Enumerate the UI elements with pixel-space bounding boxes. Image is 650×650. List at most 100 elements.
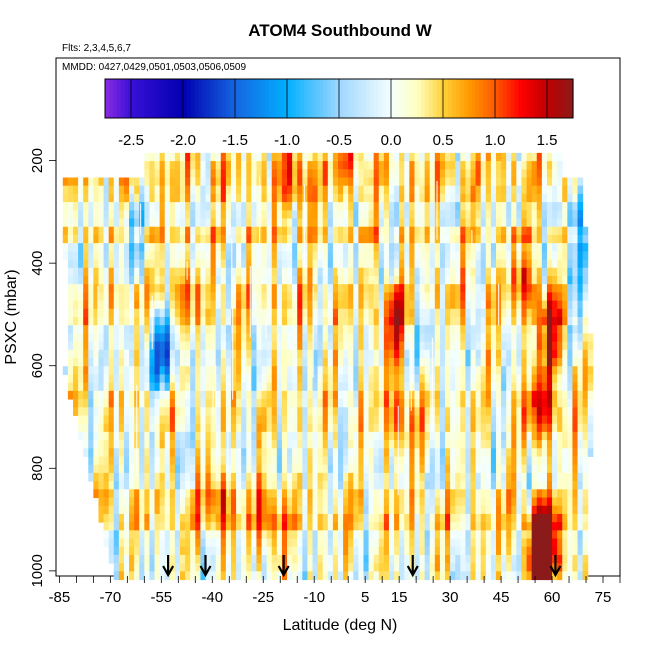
heat-cell	[562, 234, 568, 244]
heat-cell	[297, 481, 303, 490]
heat-cell	[164, 440, 171, 449]
heat-cell	[562, 415, 568, 425]
heat-cell	[118, 358, 125, 367]
heat-cell	[134, 505, 140, 515]
heat-cell	[485, 251, 492, 261]
heat-cell	[185, 431, 191, 441]
heat-cell	[348, 202, 354, 211]
heat-cell	[368, 407, 375, 416]
heat-cell	[521, 554, 528, 564]
heat-cell	[266, 423, 273, 433]
heat-cell	[399, 177, 405, 187]
heat-cell	[424, 431, 431, 441]
heat-cell	[455, 513, 461, 523]
heat-cell	[139, 275, 145, 285]
heat-cell	[526, 333, 533, 343]
heat-cell	[256, 431, 263, 441]
heat-cell	[108, 415, 115, 425]
heat-cell	[501, 538, 507, 548]
heat-cell	[378, 234, 385, 244]
heat-cell	[256, 464, 263, 474]
heat-cell	[404, 325, 410, 334]
heat-cell	[149, 431, 156, 441]
heat-cell	[174, 325, 181, 334]
heat-cell	[419, 169, 426, 178]
heat-cell	[450, 161, 456, 170]
heat-cell	[445, 554, 451, 564]
heat-cell	[348, 333, 354, 343]
heat-cell	[363, 358, 370, 367]
heat-cell	[501, 358, 507, 367]
heat-cell	[404, 489, 410, 499]
heat-cell	[236, 546, 242, 556]
heat-cell	[225, 563, 232, 572]
heat-cell	[567, 325, 573, 334]
heat-cell	[123, 538, 130, 548]
heat-cell	[154, 489, 161, 499]
heat-cell	[159, 341, 166, 351]
heat-cell	[378, 267, 385, 277]
heat-cell	[123, 341, 130, 351]
heat-cell	[577, 177, 584, 187]
heat-cell	[297, 489, 303, 499]
heat-cell	[108, 472, 115, 482]
heat-cell	[465, 440, 472, 449]
heat-cell	[501, 210, 507, 220]
heat-cell	[251, 202, 257, 211]
heat-cell	[552, 300, 558, 310]
heat-cell	[98, 464, 105, 474]
heat-cell	[450, 317, 456, 326]
heat-cell	[557, 513, 563, 523]
heat-cell	[195, 554, 201, 564]
heat-cell	[501, 382, 507, 392]
heat-cell	[338, 259, 344, 269]
heat-cell	[419, 349, 426, 359]
heat-cell	[251, 308, 257, 318]
heat-cell	[123, 522, 130, 531]
heat-cell	[404, 243, 410, 252]
heat-cell	[557, 538, 563, 548]
heat-cell	[287, 399, 293, 408]
heat-cell	[129, 210, 135, 220]
heat-cell	[388, 234, 395, 244]
heat-cell	[159, 431, 166, 441]
heat-cell	[266, 481, 273, 490]
heat-cell	[348, 358, 354, 367]
heat-cell	[246, 202, 252, 211]
heat-cell	[317, 513, 324, 523]
heat-cell	[506, 284, 512, 293]
heat-cell	[302, 161, 308, 170]
heat-cell	[414, 325, 421, 334]
heat-cell	[169, 530, 176, 540]
heat-cell	[78, 177, 84, 187]
heat-cell	[93, 251, 99, 261]
heat-cell	[470, 423, 477, 433]
heat-cell	[552, 546, 558, 556]
heat-cell	[190, 464, 196, 474]
heat-cell	[317, 226, 324, 236]
heat-cell	[546, 300, 553, 310]
heat-cell	[261, 505, 268, 515]
heat-cell	[164, 505, 171, 515]
heat-cell	[169, 497, 176, 507]
heat-cell	[536, 358, 543, 367]
heat-cell	[261, 513, 268, 523]
heat-cell	[495, 193, 502, 203]
heat-cell	[485, 308, 492, 318]
heat-cell	[210, 202, 217, 211]
heat-cell	[582, 489, 589, 499]
heat-cell	[200, 308, 206, 318]
heat-cell	[78, 366, 84, 375]
heat-cell	[485, 185, 492, 195]
heat-cell	[251, 226, 257, 236]
heat-cell	[388, 431, 395, 441]
heat-cell	[404, 538, 410, 548]
heat-cell	[567, 317, 573, 326]
heat-cell	[445, 481, 451, 490]
heat-cell	[557, 341, 563, 351]
heat-cell	[460, 275, 466, 285]
heat-cell	[256, 300, 263, 310]
heat-cell	[511, 456, 517, 466]
heat-cell	[287, 349, 293, 359]
heat-cell	[200, 374, 206, 384]
